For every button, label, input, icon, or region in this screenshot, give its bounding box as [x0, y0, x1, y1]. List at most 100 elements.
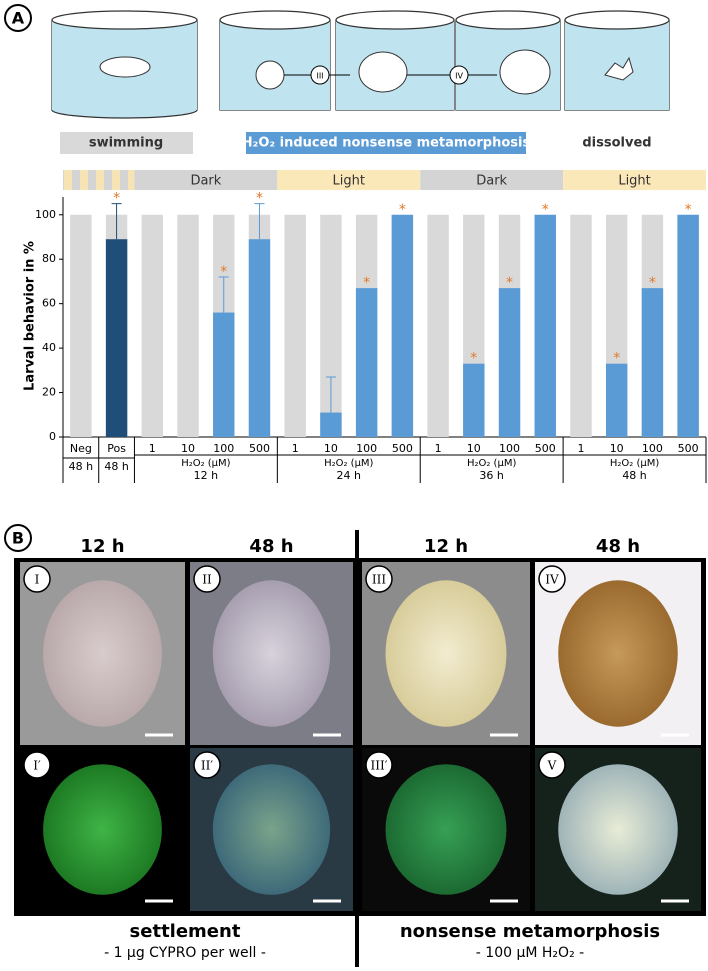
- stage-label: H₂O₂ induced nonsense metamorphosis: [242, 136, 531, 151]
- x-tick-label: 100: [356, 442, 377, 455]
- bar: [391, 214, 414, 437]
- bar: [427, 214, 449, 437]
- bar: [177, 214, 199, 437]
- specimen: [212, 580, 331, 727]
- x-tick-label: 1: [435, 442, 442, 455]
- step-label: III: [316, 72, 323, 81]
- caption-title: settlement: [130, 921, 241, 942]
- tile-badge: [23, 751, 51, 779]
- group-label: 24 h: [337, 469, 361, 482]
- bar: [320, 214, 342, 437]
- tile-badge: [538, 751, 566, 779]
- period-band: [420, 170, 564, 190]
- x-tick-label: 10: [181, 442, 195, 455]
- column-header: 48 h: [596, 536, 640, 557]
- stage-box: [246, 132, 526, 154]
- error-bar: [218, 276, 229, 313]
- bar: [641, 288, 664, 437]
- specimen: [212, 764, 331, 895]
- x-tick-label: Pos: [107, 442, 126, 455]
- period-label: Dark: [476, 174, 507, 189]
- caption-subtitle: - 1 µg CYPRO per well -: [104, 945, 266, 961]
- caption-title: nonsense metamorphosis: [400, 921, 660, 942]
- x-tick-label: 1: [292, 442, 299, 455]
- x-tick-label: 100: [499, 442, 520, 455]
- significance-label: *: [649, 275, 656, 291]
- significance-label: *: [113, 191, 120, 207]
- caption-subtitle: - 100 µM H₂O₂ -: [476, 945, 584, 961]
- significance-label: *: [506, 275, 513, 291]
- tile-badge: [193, 751, 221, 779]
- bar: [320, 412, 342, 437]
- y-tick-label: 40: [42, 341, 56, 354]
- chart: Dark Light Dark Light 0 20 40 60 80 100 * * * * * * * * * *…: [35, 170, 707, 483]
- bar: [463, 363, 485, 437]
- specimen: [558, 764, 678, 895]
- x-tick-label: 500: [249, 442, 270, 455]
- bar: [677, 214, 699, 437]
- x-tick-label: Neg: [70, 442, 92, 455]
- significance-label: *: [613, 351, 620, 367]
- x-tick-label: 10: [324, 442, 338, 455]
- tile-label: IV: [545, 573, 559, 587]
- period-label: Dark: [190, 174, 221, 189]
- significance-label: *: [363, 275, 370, 291]
- tile-label: II′: [201, 759, 213, 773]
- error-bar: [111, 203, 122, 240]
- group-unit: H₂O₂ (µM): [181, 458, 230, 469]
- x-tick-label: 500: [392, 442, 413, 455]
- significance-label: *: [470, 351, 477, 367]
- specimen: [43, 580, 162, 727]
- bar: [534, 214, 556, 437]
- group-label: 36 h: [479, 469, 503, 482]
- tile-badge: [23, 565, 51, 593]
- tile-badge: [365, 565, 393, 593]
- bar: [213, 312, 235, 437]
- bar: [284, 214, 306, 437]
- panel-label: B: [12, 529, 24, 548]
- x-tick-label: 500: [678, 442, 699, 455]
- significance-label: *: [685, 202, 692, 218]
- group-label: 12 h: [194, 469, 218, 482]
- group-unit: H₂O₂ (µM): [467, 458, 516, 469]
- stage-box: [60, 132, 193, 154]
- group-label: 48 h: [69, 460, 93, 473]
- x-tick-label: 10: [467, 442, 481, 455]
- panel-b-label: B: [4, 524, 32, 552]
- column-header: 12 h: [424, 536, 468, 557]
- error-bar: [325, 376, 336, 413]
- y-tick-label: 100: [35, 208, 56, 221]
- significance-label: *: [542, 202, 549, 218]
- x-tick-label: 100: [213, 442, 234, 455]
- tile-label: III: [372, 573, 386, 587]
- stage-label: dissolved: [582, 136, 651, 151]
- y-tick-label: 60: [42, 297, 56, 310]
- error-bar: [254, 203, 265, 240]
- specimen: [385, 764, 507, 895]
- x-tick-label: 10: [610, 442, 624, 455]
- tile-label: V: [547, 759, 557, 773]
- period-striped: [63, 170, 135, 190]
- bar: [105, 239, 128, 437]
- specimen: [43, 764, 162, 895]
- column-header: 12 h: [80, 536, 124, 557]
- bar: [141, 214, 164, 437]
- period-label: Light: [618, 174, 650, 189]
- tile-label: II: [202, 573, 212, 587]
- tile-label: III′: [371, 759, 388, 773]
- x-tick-label: 1: [149, 442, 156, 455]
- group-label: 48 h: [622, 469, 646, 482]
- y-tick-label: 20: [42, 386, 56, 399]
- x-tick-label: 1: [577, 442, 584, 455]
- x-tick-label: 100: [642, 442, 663, 455]
- group-label: 48 h: [104, 460, 128, 473]
- bar: [70, 214, 92, 437]
- period-band: [134, 170, 278, 190]
- y-tick-label: 0: [49, 430, 56, 443]
- tile-label: I′: [33, 759, 41, 773]
- significance-label: *: [399, 202, 406, 218]
- bar: [570, 214, 592, 437]
- bar: [355, 288, 378, 437]
- cylinders: III IV: [51, 10, 670, 119]
- panel-a-label: A: [4, 4, 32, 32]
